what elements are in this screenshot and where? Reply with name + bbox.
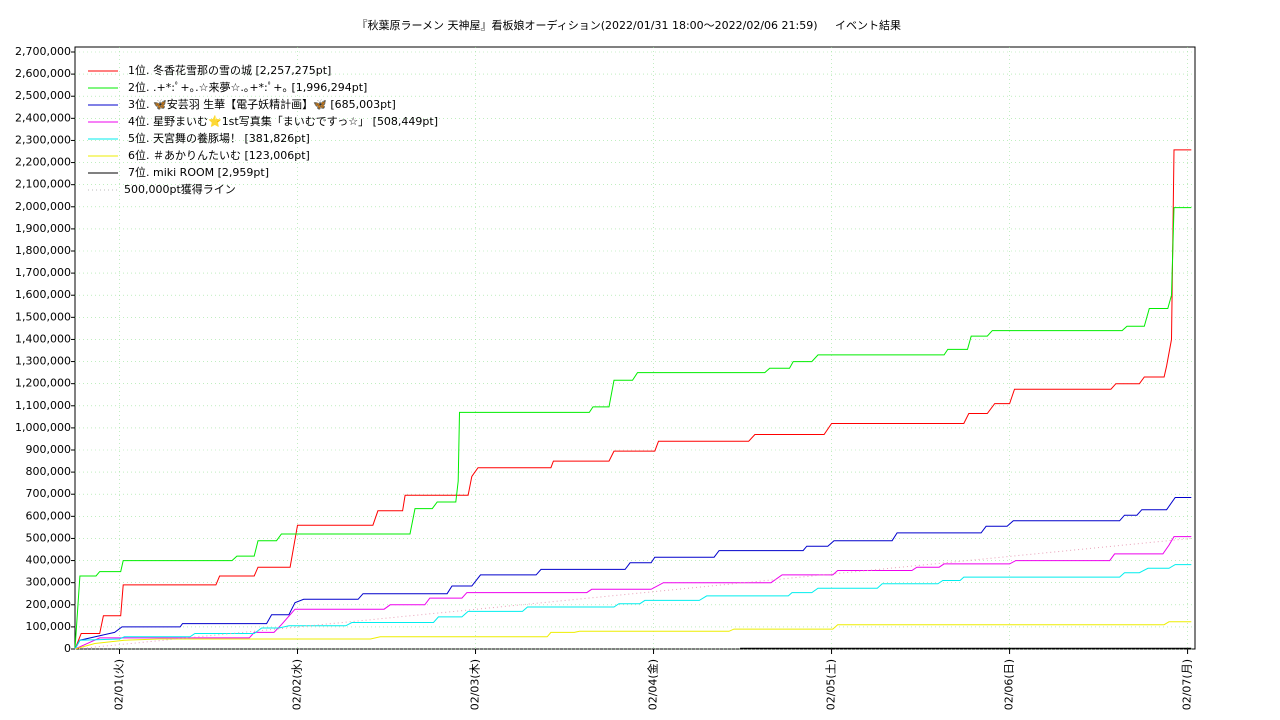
y-tick-label: 1,700,000 [15, 266, 71, 279]
x-tick-label: 02/06(日) [1003, 659, 1016, 710]
y-tick-label: 2,300,000 [15, 133, 71, 146]
y-tick-label: 1,200,000 [15, 377, 71, 390]
y-tick-label: 2,600,000 [15, 67, 71, 80]
x-tick-label: 02/05(土) [825, 659, 838, 710]
y-tick-label: 800,000 [26, 465, 72, 478]
series-line [74, 621, 1192, 650]
x-tick-label: 02/03(木) [469, 659, 482, 710]
legend-label: 5位. 天宮舞の養豚場！ [381,826pt] [128, 131, 310, 145]
legend-label: 7位. miki ROOM [2,959pt] [128, 165, 269, 179]
x-tick-label: 02/02(水) [291, 659, 304, 710]
legend-label: 4位. 星野まいむ⭐1st写真集「まいむですっ☆」 [508,449pt] [128, 114, 438, 128]
y-tick-label: 2,100,000 [15, 178, 71, 191]
chart-subtitle: イベント結果 [835, 18, 901, 32]
series-line [74, 537, 1192, 650]
legend-label: 6位. ＃あかりんたいむ [123,006pt] [128, 148, 310, 162]
series-line [74, 207, 1192, 650]
y-tick-label: 400,000 [26, 554, 72, 567]
y-tick-label: 2,200,000 [15, 156, 71, 169]
y-tick-label: 0 [64, 642, 71, 655]
y-tick-label: 500,000 [26, 531, 72, 544]
series-line [74, 536, 1192, 650]
series-line [74, 149, 1192, 650]
y-tick-label: 1,600,000 [15, 288, 71, 301]
y-tick-label: 1,800,000 [15, 244, 71, 257]
x-tick-label: 02/07(月) [1181, 659, 1194, 710]
y-tick-label: 2,000,000 [15, 200, 71, 213]
y-tick-label: 1,900,000 [15, 222, 71, 235]
y-tick-label: 2,400,000 [15, 111, 71, 124]
y-tick-label: 600,000 [26, 509, 72, 522]
y-tick-label: 700,000 [26, 487, 72, 500]
y-tick-label: 2,500,000 [15, 89, 71, 102]
series-line [74, 564, 1192, 650]
y-tick-label: 100,000 [26, 620, 72, 633]
y-tick-label: 1,300,000 [15, 355, 71, 368]
legend-label: 500,000pt獲得ライン [124, 183, 236, 196]
y-tick-label: 200,000 [26, 598, 72, 611]
y-tick-label: 1,400,000 [15, 332, 71, 345]
legend-label: 1位. 冬香花雪那の雪の城 [2,257,275pt] [128, 63, 331, 77]
y-tick-label: 2,700,000 [15, 45, 71, 58]
y-tick-label: 300,000 [26, 576, 72, 589]
y-tick-label: 1,100,000 [15, 399, 71, 412]
chart-title: 『秋葉原ラーメン 天神屋』看板娘オーディション(2022/01/31 18:00… [356, 18, 817, 32]
legend-label: 3位. 🦋安芸羽 生華【電子妖精計画】🦋 [685,003pt] [128, 97, 396, 111]
legend-label: 2位. .+*:ﾟ+｡.☆来夢☆.｡+*:ﾟ+｡ [1,996,294pt] [128, 80, 367, 94]
y-tick-label: 900,000 [26, 443, 72, 456]
series-line [74, 497, 1192, 650]
x-tick-label: 02/01(火) [113, 659, 126, 710]
y-tick-label: 1,000,000 [15, 421, 71, 434]
x-tick-label: 02/04(金) [646, 659, 660, 710]
y-tick-label: 1,500,000 [15, 310, 71, 323]
